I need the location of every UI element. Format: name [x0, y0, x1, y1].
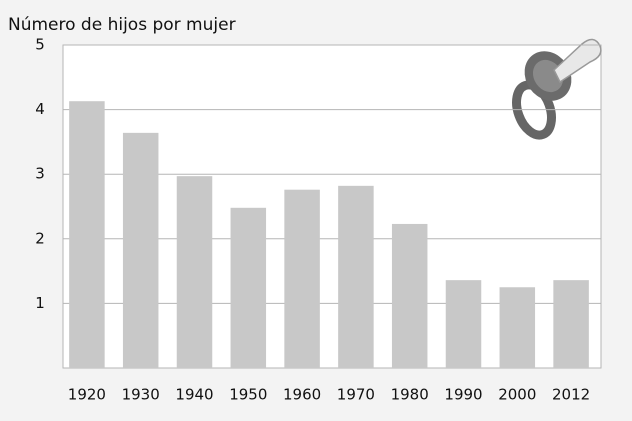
- pacifier-icon: [512, 38, 602, 140]
- x-tick-label: 1970: [337, 386, 375, 404]
- bar: [391, 223, 428, 368]
- y-tick-label: 1: [35, 294, 45, 312]
- bar: [176, 176, 213, 368]
- y-tick-label: 5: [35, 36, 45, 54]
- x-tick-label: 1990: [444, 386, 482, 404]
- bar: [338, 185, 374, 368]
- bar: [69, 101, 105, 369]
- bar: [122, 132, 159, 368]
- x-tick-label: 1940: [175, 386, 213, 404]
- bar: [553, 280, 589, 368]
- y-tick-label: 2: [35, 229, 45, 247]
- chart-title: Número de hijos por mujer: [8, 15, 236, 35]
- y-tick-label: 4: [35, 100, 45, 118]
- x-tick-label: 1950: [229, 386, 267, 404]
- y-tick-label: 3: [35, 165, 45, 183]
- x-tick-label: 1930: [122, 386, 160, 404]
- x-tick-label: 2012: [552, 386, 590, 404]
- x-tick-label: 1980: [391, 386, 429, 404]
- bar: [499, 287, 536, 368]
- x-tick-label: 2000: [498, 386, 536, 404]
- x-tick-label: 1960: [283, 386, 321, 404]
- x-tick-label: 1920: [68, 386, 106, 404]
- bar: [284, 189, 320, 368]
- bar: [445, 280, 482, 368]
- bar: [230, 207, 267, 368]
